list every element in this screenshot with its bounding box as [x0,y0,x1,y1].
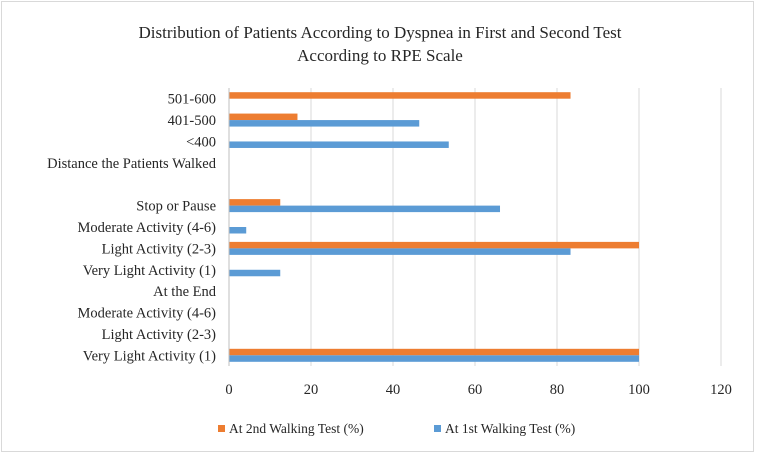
category-label: 401-500 [168,113,216,129]
bar-2nd-test [229,113,298,121]
x-tick-label: 40 [386,382,401,398]
chart-title: Distribution of Patients According to Dy… [139,23,622,65]
x-tick-label: 20 [304,382,319,398]
bar-2nd-test [229,348,639,356]
bar-1st-test [229,227,247,234]
category-label: Very Light Activity (1) [83,263,216,279]
category-labels: Very Light Activity (1) Light Activity (2… [47,92,217,365]
bar-1st-test [229,141,449,148]
category-label: <400 [186,134,216,150]
bar-1st-test [229,120,420,127]
chart-title-line-1: Distribution of Patients According to Dy… [139,23,622,42]
bar-2nd-test [229,241,639,249]
x-tick-labels: 0 20 40 60 80 100 120 [225,382,732,398]
grid-lines [310,88,722,366]
legend-label: At 2nd Walking Test (%) [229,421,364,436]
category-label: Light Activity (2-3) [102,241,217,257]
bars [229,92,639,362]
bar-1st-test [229,355,639,362]
x-tick-label: 120 [710,382,732,398]
category-label: Very Light Activity (1) [83,348,216,364]
category-label: Stop or Pause [136,199,216,215]
category-label: Moderate Activity (4-6) [77,220,216,236]
category-label: 501-600 [168,92,216,108]
category-label: Light Activity (2-3) [102,327,217,343]
legend-label: At 1st Walking Test (%) [445,421,575,436]
category-label: Distance the Patients Walked [47,156,217,172]
x-tick-label: 100 [628,382,650,398]
bar-1st-test [229,248,571,255]
legend: At 2nd Walking Test (%) At 1st Walking Te… [218,421,575,436]
x-tick-label: 60 [468,382,483,398]
legend-swatch [434,425,441,432]
category-label: At the End [153,284,217,300]
bar-1st-test [229,205,501,213]
x-tick-label: 80 [550,382,565,398]
chart-title-line-2: According to RPE Scale [297,46,463,65]
category-label: Moderate Activity (4-6) [77,306,216,322]
x-tick-label: 0 [225,382,232,398]
bar-2nd-test [229,92,571,99]
bar-1st-test [229,269,281,277]
bar-2nd-test [229,199,281,206]
legend-swatch [218,425,225,432]
